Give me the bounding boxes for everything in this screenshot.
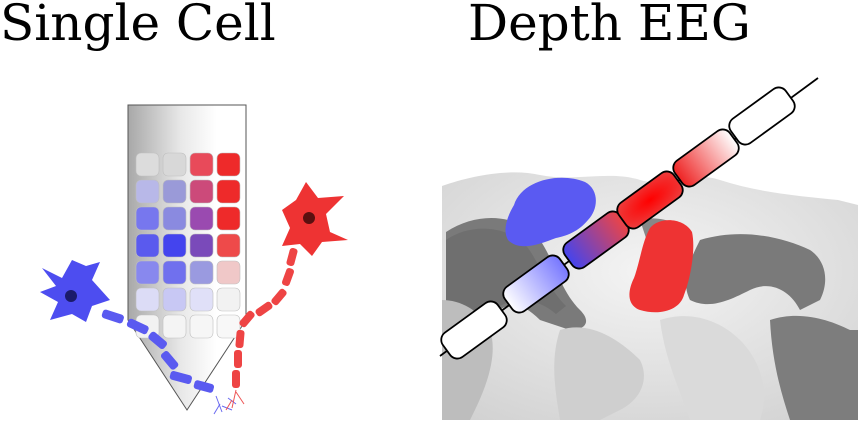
electrode-contact [216, 206, 241, 231]
electrode-contact [162, 233, 187, 258]
electrode-contact [135, 179, 160, 204]
single-cell-panel [40, 104, 348, 415]
electrode-contact [162, 260, 187, 285]
electrode-contact [216, 233, 241, 258]
electrode-contact [162, 179, 187, 204]
electrode-contact [162, 152, 187, 177]
single-cell-title: Single Cell [0, 0, 276, 52]
electrode-contact [162, 206, 187, 231]
electrode-contact [189, 287, 214, 312]
electrode-contact [189, 152, 214, 177]
electrode-contact [135, 152, 160, 177]
red-neuron-icon [225, 182, 348, 411]
electrode-contact [135, 287, 160, 312]
electrode-grid [135, 152, 241, 339]
electrode-contact [189, 179, 214, 204]
electrode-contact [216, 287, 241, 312]
depth-eeg-title: Depth EEG [468, 0, 751, 52]
depth-electrode-icon [439, 77, 819, 360]
electrode-contact [189, 260, 214, 285]
depth-eeg-panel [439, 77, 858, 420]
electrode-contact [216, 314, 241, 339]
electrode-contact [162, 287, 187, 312]
electrode-contact [135, 206, 160, 231]
electrode-contact [189, 233, 214, 258]
electrode-contact [135, 233, 160, 258]
electrode-contact [162, 314, 187, 339]
microelectrode-probe-icon [127, 104, 247, 411]
electrode-contact [189, 314, 214, 339]
electrode-contact [216, 260, 241, 285]
electrode-contact [189, 206, 214, 231]
blue-neuron-icon [40, 260, 237, 415]
electrode-contact [135, 260, 160, 285]
electrode-contact [216, 152, 241, 177]
electrode-contact [216, 179, 241, 204]
